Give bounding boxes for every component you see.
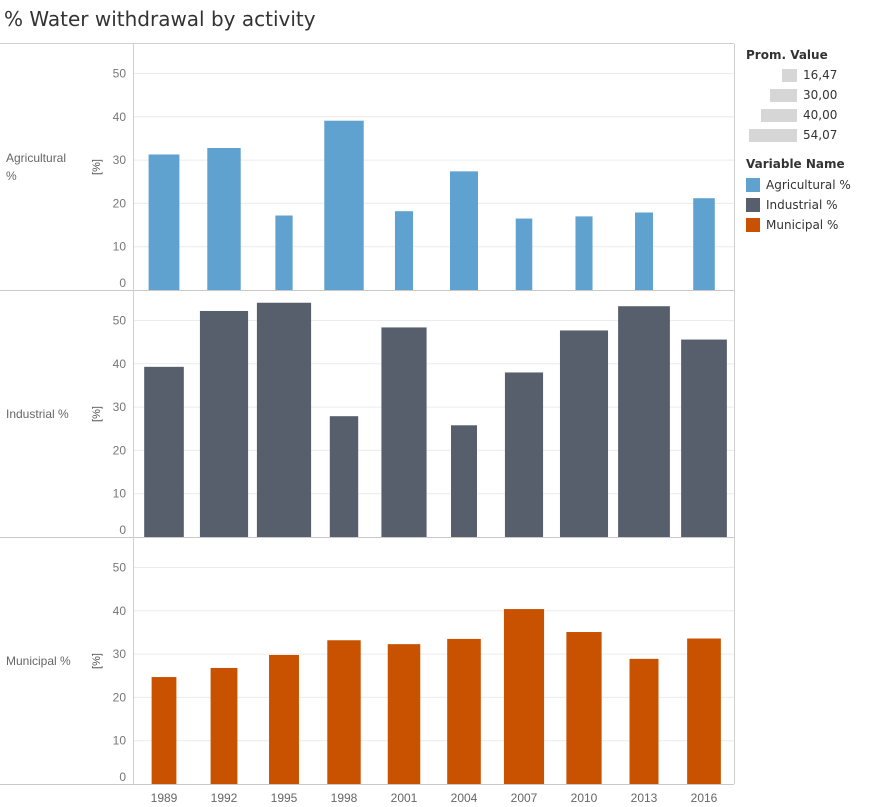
bar-0-4 xyxy=(394,211,414,290)
bar-2-7 xyxy=(566,632,602,784)
bar-2-2 xyxy=(269,654,299,784)
x-tick-label: 1995 xyxy=(271,791,298,805)
x-tick-label: 1998 xyxy=(331,791,358,805)
y-axis-title: [%] xyxy=(91,159,103,175)
y-tick-label: 30 xyxy=(113,647,127,661)
y-tick-label: 40 xyxy=(113,604,127,618)
bar-2-3 xyxy=(327,640,361,784)
color-legend-item[interactable]: Municipal % xyxy=(746,215,851,235)
bar-0-6 xyxy=(515,218,533,290)
y-tick-label: 0 xyxy=(119,523,126,537)
row-label: % xyxy=(6,169,17,183)
bar-2-5 xyxy=(447,638,481,784)
bar-1-3 xyxy=(329,416,359,537)
size-legend-label: 16,47 xyxy=(803,68,838,82)
y-tick-label: 0 xyxy=(119,770,126,784)
bar-1-4 xyxy=(381,327,427,537)
bar-2-1 xyxy=(210,667,238,784)
size-legend-label: 54,07 xyxy=(803,128,838,142)
y-tick-label: 20 xyxy=(113,196,127,210)
bar-1-8 xyxy=(618,306,670,537)
y-axis-title: [%] xyxy=(91,653,103,669)
bar-0-7 xyxy=(575,216,593,290)
legend-label: Municipal % xyxy=(766,218,839,232)
y-tick-label: 10 xyxy=(113,734,127,748)
y-tick-label: 40 xyxy=(113,110,127,124)
size-legend-item: 16,47 xyxy=(746,66,837,86)
bar-1-6 xyxy=(504,372,544,537)
bar-2-6 xyxy=(503,609,545,784)
x-tick-label: 2004 xyxy=(451,791,478,805)
x-tick-label: 2001 xyxy=(391,791,418,805)
size-legend-label: 30,00 xyxy=(803,88,838,102)
size-legend-label: 40,00 xyxy=(803,108,838,122)
bar-0-8 xyxy=(635,212,653,290)
bar-2-0 xyxy=(151,677,177,784)
bar-0-0 xyxy=(148,154,180,290)
bar-2-4 xyxy=(387,644,421,784)
y-tick-label: 30 xyxy=(113,400,127,414)
y-tick-label: 40 xyxy=(113,357,127,371)
bar-1-0 xyxy=(144,366,184,537)
y-tick-label: 10 xyxy=(113,240,127,254)
x-tick-label: 1989 xyxy=(151,791,178,805)
bar-2-9 xyxy=(687,638,721,784)
color-legend-item[interactable]: Agricultural % xyxy=(746,175,851,195)
y-tick-label: 20 xyxy=(113,690,127,704)
size-legend: Prom. Value 16,47 30,00 40,00 54,07 xyxy=(746,48,837,146)
y-tick-label: 50 xyxy=(113,314,127,328)
legend-label: Industrial % xyxy=(766,198,838,212)
size-legend-item: 30,00 xyxy=(746,86,837,106)
y-axis-title: [%] xyxy=(91,406,103,422)
y-tick-label: 50 xyxy=(113,561,127,575)
size-legend-swatch xyxy=(770,89,797,102)
row-label: Municipal % xyxy=(6,654,71,668)
y-tick-label: 20 xyxy=(113,443,127,457)
x-tick-label: 2013 xyxy=(631,791,658,805)
bar-1-5 xyxy=(451,425,477,537)
color-legend: Variable Name Agricultural % Industrial %… xyxy=(746,157,851,235)
bar-1-2 xyxy=(256,302,312,537)
bar-0-2 xyxy=(275,215,293,290)
bar-2-8 xyxy=(629,658,659,784)
bar-1-1 xyxy=(199,310,249,537)
bar-0-3 xyxy=(324,120,364,291)
size-legend-title: Prom. Value xyxy=(746,48,828,62)
y-tick-label: 50 xyxy=(113,67,127,81)
size-legend-item: 40,00 xyxy=(746,106,837,126)
row-label: Industrial % xyxy=(6,407,69,421)
bar-0-5 xyxy=(449,171,479,290)
bar-0-9 xyxy=(693,198,715,290)
legend-swatch xyxy=(746,218,760,232)
color-legend-item[interactable]: Industrial % xyxy=(746,195,851,215)
y-tick-label: 30 xyxy=(113,153,127,167)
legend-swatch xyxy=(746,198,760,212)
size-legend-swatch xyxy=(782,69,797,82)
y-tick-label: 10 xyxy=(113,487,127,501)
legend-label: Agricultural % xyxy=(766,178,851,192)
x-tick-label: 1992 xyxy=(211,791,238,805)
bar-1-9 xyxy=(681,339,727,537)
size-legend-item: 54,07 xyxy=(746,126,837,146)
x-tick-label: 2016 xyxy=(691,791,718,805)
bar-1-7 xyxy=(559,330,609,537)
x-tick-label: 2010 xyxy=(571,791,598,805)
size-legend-swatch xyxy=(749,129,797,142)
legend-swatch xyxy=(746,178,760,192)
y-tick-label: 0 xyxy=(119,276,126,290)
row-label: Agricultural xyxy=(6,151,66,165)
size-legend-swatch xyxy=(761,109,797,122)
chart-title: % Water withdrawal by activity xyxy=(4,7,316,31)
color-legend-title: Variable Name xyxy=(746,157,845,171)
bar-0-1 xyxy=(207,147,241,290)
x-tick-label: 2007 xyxy=(511,791,538,805)
